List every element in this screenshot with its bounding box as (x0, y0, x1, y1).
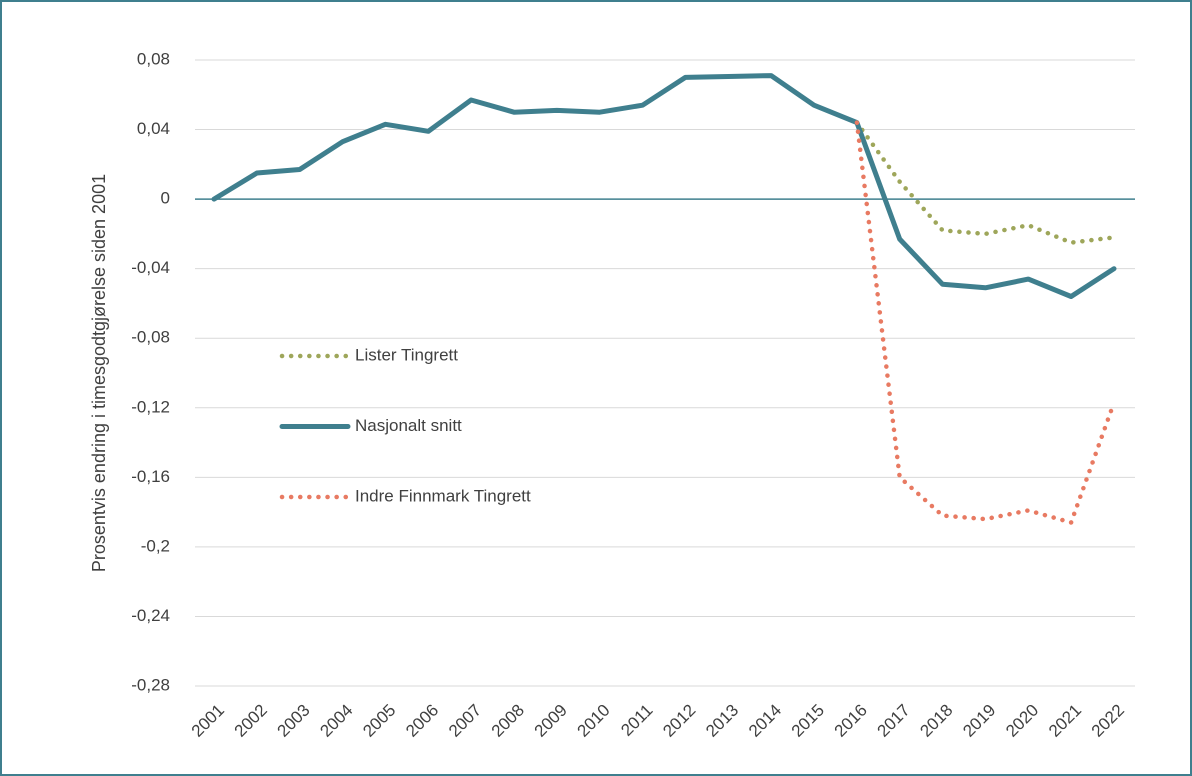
legend-label: Indre Finnmark Tingrett (355, 486, 531, 505)
series-line (854, 120, 1117, 245)
y-tick-label: 0 (161, 189, 170, 208)
y-tick-label: -0,16 (131, 467, 170, 486)
y-tick-label: -0,28 (131, 675, 170, 694)
y-tick-label: -0,04 (131, 258, 170, 277)
legend-label: Nasjonalt snitt (355, 416, 462, 435)
series-line (211, 73, 1117, 299)
y-tick-label: -0,12 (131, 397, 170, 416)
y-axis-label: Prosentvis endring i timesgodtgjørelse s… (89, 174, 109, 572)
series-line (854, 120, 1117, 525)
y-tick-label: 0,08 (137, 49, 170, 68)
y-tick-label: -0,2 (141, 536, 170, 555)
y-tick-label: -0,08 (131, 328, 170, 347)
y-tick-label: -0,24 (131, 606, 170, 625)
legend-label: Lister Tingrett (355, 345, 458, 364)
y-tick-label: 0,04 (137, 119, 170, 138)
